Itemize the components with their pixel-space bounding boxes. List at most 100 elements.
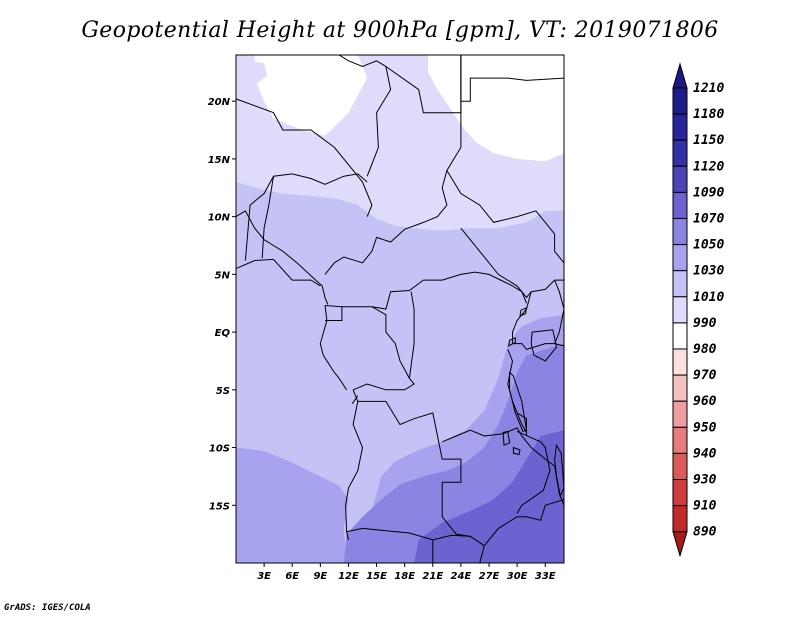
border-line-1 xyxy=(273,54,392,177)
lake-0 xyxy=(530,329,558,362)
map-frame xyxy=(235,54,565,564)
colorbar-label: 910 xyxy=(693,499,717,514)
border-line-6 xyxy=(371,271,527,310)
x-tick-label: 30E xyxy=(507,571,528,582)
border-line-17 xyxy=(516,430,551,514)
colorbar-swatch xyxy=(672,244,688,272)
border-line-20 xyxy=(235,210,317,281)
x-tick-label: 18E xyxy=(394,571,415,582)
y-tick-label: 20N xyxy=(208,97,231,108)
chart-title: Geopotential Height at 900hPa [gpm], VT:… xyxy=(81,18,719,43)
border-line-21 xyxy=(244,175,274,261)
colorbar-label: 1120 xyxy=(693,159,724,174)
x-tick-label: 15E xyxy=(366,571,387,582)
x-tick-label: 9E xyxy=(313,571,327,582)
border-line-13 xyxy=(479,545,485,564)
colorbar-label: 1210 xyxy=(693,81,724,96)
colorbar-label: 1030 xyxy=(693,264,724,279)
colorbar-swatch xyxy=(672,322,688,350)
y-tick-label: EQ xyxy=(215,328,231,339)
colorbar-swatch xyxy=(672,479,688,507)
border-line-5 xyxy=(460,227,564,299)
border-line-19 xyxy=(460,55,565,102)
x-tick-label: 27E xyxy=(479,571,500,582)
contour-1010-islet xyxy=(250,60,267,84)
colorbar-label: 1090 xyxy=(693,185,724,200)
border-line-8 xyxy=(325,306,343,321)
colorbar-swatch xyxy=(672,218,688,246)
colorbar-label: 890 xyxy=(693,525,717,540)
y-tick-label: 15N xyxy=(208,155,231,166)
colorbar-label: 940 xyxy=(693,446,717,461)
colorbar-label: 960 xyxy=(693,394,717,409)
colorbar-swatch xyxy=(672,87,688,115)
x-tick-label: 12E xyxy=(338,571,359,582)
contour-white-west xyxy=(254,55,368,136)
colorbar-bottom-arrow xyxy=(672,531,688,558)
y-tick-label: 10N xyxy=(208,213,231,224)
contour-fill-layer xyxy=(236,55,564,563)
colorbar-label: 1050 xyxy=(693,238,724,253)
colorbar-label: 970 xyxy=(693,368,717,383)
border-line-11 xyxy=(346,505,546,547)
colorbar-swatch xyxy=(672,426,688,454)
border-line-27 xyxy=(408,291,415,379)
border-line-22 xyxy=(261,173,368,259)
colorbar-label: 990 xyxy=(693,316,717,331)
colorbar-label: 1180 xyxy=(693,107,724,122)
y-tick-label: 5N xyxy=(215,270,231,281)
colorbar-swatch xyxy=(672,296,688,324)
colorbar-swatch xyxy=(672,374,688,402)
border-line-14 xyxy=(442,427,555,467)
x-tick-label: 24E xyxy=(451,571,472,582)
colorbar-swatch xyxy=(672,191,688,219)
colorbar-swatch xyxy=(672,165,688,193)
colorbar-label: 930 xyxy=(693,473,717,488)
colorbar-label: 980 xyxy=(693,342,717,357)
colorbar-swatch xyxy=(672,113,688,141)
border-line-10 xyxy=(357,400,471,537)
border-line-25 xyxy=(351,395,359,404)
y-tick-label: 5S xyxy=(216,386,230,397)
colorbar-label: 1150 xyxy=(693,133,724,148)
lake-4 xyxy=(519,306,528,317)
colorbar-top-arrow xyxy=(672,62,688,89)
contour-1050-sw xyxy=(236,447,349,563)
lake-1 xyxy=(509,371,528,433)
contour-1090 xyxy=(414,430,564,563)
colorbar-label: 1010 xyxy=(693,290,724,305)
colorbar-label: 950 xyxy=(693,420,717,435)
lake-3 xyxy=(502,430,511,446)
colorbar: 1210 1180 1150 1120 1090 1070 1050 1030 1010 990 9… xyxy=(672,62,724,558)
x-axis: 3E 6E 9E 12E 15E 18E 21E 24E 27E 30E 33E xyxy=(257,563,556,582)
colorbar-swatch xyxy=(672,139,688,167)
colorbar-swatch xyxy=(672,270,688,298)
border-line-0 xyxy=(235,98,373,217)
border-line-9 xyxy=(345,389,364,541)
colorbar-label: 1070 xyxy=(693,212,724,227)
border-line-24 xyxy=(319,305,348,391)
border-line-4 xyxy=(446,170,565,264)
border-line-23 xyxy=(235,258,321,287)
border-line-7 xyxy=(324,305,415,391)
border-line-28 xyxy=(512,291,532,344)
contour-1010-islet-n xyxy=(381,57,419,76)
colorbar-swatch xyxy=(672,348,688,376)
y-axis: 20N 15N 10N 5N EQ 5S 10S 15S xyxy=(208,97,236,512)
contour-white-east xyxy=(428,55,564,162)
border-line-26 xyxy=(315,279,329,305)
colorbar-swatch xyxy=(672,452,688,480)
lake-2 xyxy=(554,443,565,498)
x-tick-label: 6E xyxy=(285,571,299,582)
y-tick-label: 15S xyxy=(209,501,230,512)
grads-credit: GrADS: IGES/COLA xyxy=(4,603,91,613)
x-tick-label: 3E xyxy=(257,571,271,582)
colorbar-swatch xyxy=(672,400,688,428)
y-tick-label: 10S xyxy=(209,444,230,455)
lake-6 xyxy=(512,446,521,456)
x-tick-label: 33E xyxy=(535,571,556,582)
colorbar-swatch xyxy=(672,505,688,533)
border-line-3 xyxy=(324,55,462,275)
x-tick-label: 21E xyxy=(422,571,443,582)
